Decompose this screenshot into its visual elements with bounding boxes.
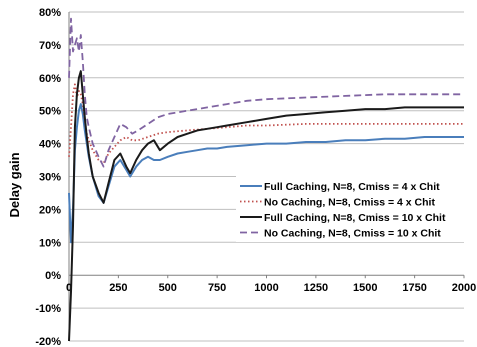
y-tick-label: 20% (39, 204, 61, 216)
x-axis-ticks: 0 250 500 750 1000 1250 1500 1750 2000 (66, 275, 476, 294)
x-tick-label: 1250 (304, 282, 328, 294)
y-tick-label: 10% (39, 237, 61, 249)
y-tick-label: 40% (39, 139, 61, 151)
x-tick-label: 250 (109, 282, 127, 294)
series-lines (68, 17, 464, 342)
x-tick-label: 1750 (402, 282, 426, 294)
x-tick-label: 1000 (254, 282, 278, 294)
x-tick-label: 750 (208, 282, 226, 294)
y-tick-label: 0% (45, 270, 61, 282)
x-tick-label: 1500 (353, 282, 377, 294)
legend: Full Caching, N=8, Cmiss = 4 x Chit No Ca… (236, 176, 464, 242)
series-line-4 (68, 17, 464, 168)
y-axis-label: Delay gain (7, 152, 22, 217)
y-axis-ticks: -20% -10% 0% 10% 20% 30% 40% 50% 60% 70% 80% (35, 7, 61, 347)
y-tick-label: 50% (39, 106, 61, 118)
legend-label-3: Full Caching, N=8, Cmiss = 10 x Chit (264, 212, 446, 224)
legend-label-1: Full Caching, N=8, Cmiss = 4 x Chit (264, 181, 440, 193)
y-tick-label: 70% (39, 40, 61, 52)
legend-label-4: No Caching, N=8, Cmiss = 10 x Chit (264, 228, 441, 240)
series-line-3 (68, 70, 464, 342)
x-tick-label: 0 (66, 282, 72, 294)
y-tick-label: -20% (35, 336, 61, 347)
y-tick-label: 30% (39, 172, 61, 184)
y-tick-label: 80% (39, 7, 61, 19)
x-tick-label: 2000 (452, 282, 476, 294)
series-line-1 (68, 103, 464, 244)
legend-box (236, 176, 464, 242)
series-line-2 (68, 83, 464, 165)
x-tick-label: 500 (159, 282, 177, 294)
y-tick-label: -10% (35, 303, 61, 315)
legend-label-2: No Caching, N=8, Cmiss = 4 x Chit (264, 197, 435, 209)
y-tick-label: 60% (39, 73, 61, 85)
